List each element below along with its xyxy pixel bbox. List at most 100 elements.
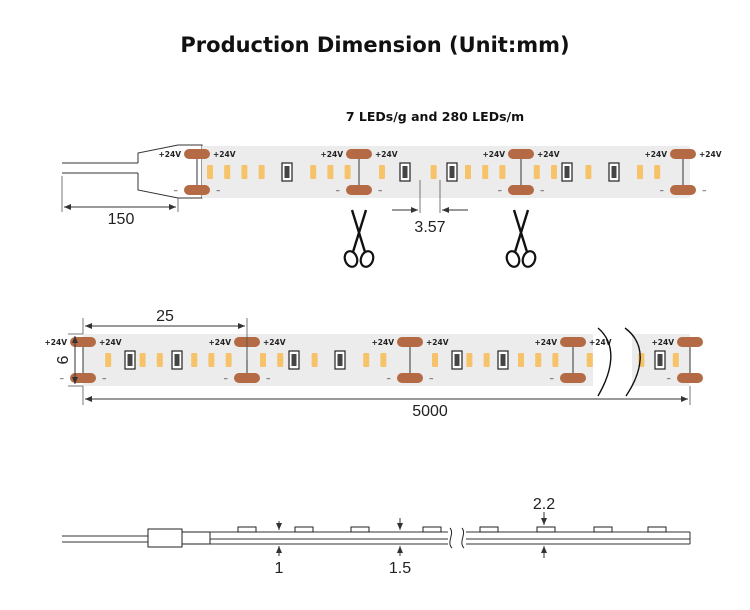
pad-positive-label: +24V [644,150,667,159]
copper-pad-negative [560,373,586,383]
copper-pad-positive [670,149,696,159]
led-profile [350,526,370,533]
copper-pad-positive [560,337,586,347]
pad-negative-label: – [429,374,434,384]
pad-negative-label: – [224,374,229,384]
pad-negative-label: – [266,374,271,384]
pcb-thickness-label: 1 [275,560,284,577]
total-length-label: 5000 [412,403,448,420]
led-chip [327,165,334,179]
side-connector-clip [181,531,211,545]
pad-positive-label: +24V [158,150,181,159]
copper-pad-negative [677,373,703,383]
led-profile [647,526,667,533]
pad-negative-label: – [550,374,555,384]
led-chip [533,165,540,179]
led-chip [207,165,213,179]
copper-pad-negative [346,185,372,195]
copper-pad-positive [677,337,703,347]
led-chip [258,165,265,179]
led-chip [224,165,231,179]
led-chip [654,165,661,179]
led-height-label: 2.2 [533,496,555,513]
led-chip [225,353,232,367]
led-chip [260,353,266,367]
copper-pad-positive [70,337,96,347]
pad-positive-label: +24V [534,338,557,347]
pad-positive-label: +24V [375,150,398,159]
led-chip [551,165,557,179]
pad-positive-label: +24V [213,150,236,159]
pad-positive-label: +24V [44,338,67,347]
pad-negative-label: – [702,186,707,196]
led-chip [310,165,317,179]
copper-pad-negative [397,373,423,383]
total-thickness-label: 1.5 [389,560,411,577]
pad-positive-label: +24V [537,150,560,159]
led-pitch-label: 3.57 [414,219,445,236]
pad-positive-label: +24V [699,150,722,159]
led-chip [518,353,524,367]
cut-length-label: 25 [156,308,174,325]
led-chip [241,165,248,179]
copper-pad-negative [234,373,260,383]
led-chip [466,353,473,367]
led-chip [672,353,679,367]
led-chip [482,165,489,179]
led-chip [105,353,112,367]
pad-negative-label: – [667,374,672,384]
led-chip [483,353,490,367]
pad-negative-label: – [498,186,503,196]
copper-pad-negative [508,185,534,195]
led-profile [422,526,442,533]
led-chip [465,165,471,179]
led-density-label: 7 LEDs/g and 280 LEDs/m [346,109,524,124]
led-chip [586,353,593,367]
side-profile-view: 2.2 1 1.5 [62,496,691,577]
led-chip [139,353,146,367]
copper-pad-negative [670,185,696,195]
scissors-icon [505,209,537,268]
pad-positive-label: +24V [320,150,343,159]
pad-positive-label: +24V [426,338,449,347]
copper-pad-positive [508,149,534,159]
break-wave-icon [597,327,641,397]
led-profile [536,526,556,533]
led-chip [363,353,370,367]
led-chip [430,165,437,179]
pad-negative-label: – [336,186,341,196]
led-chip [585,165,592,179]
pad-negative-label: – [378,186,383,196]
pad-positive-label: +24V [208,338,231,347]
pad-negative-label: – [60,374,65,384]
pad-positive-label: +24V [482,150,505,159]
led-chip [208,353,215,367]
scissors-icon [343,209,375,268]
copper-pad-negative [184,185,210,195]
pad-positive-label: +24V [99,338,122,347]
strip-width-label: 6 [55,355,72,364]
led-chip [277,353,284,367]
top-view-dimensions: +24V +24V – – +24V +24V – – +24V +24V – – +24V +24V – +… [44,308,703,420]
led-chip [379,165,385,179]
led-profile [294,526,314,533]
pad-positive-label: +24V [651,338,674,347]
led-chip [380,353,387,367]
pad-positive-label: +24V [589,338,612,347]
led-chip [552,353,559,367]
break-mark-icon [449,527,465,549]
led-chip [637,165,643,179]
led-chip [499,165,506,179]
copper-pad-positive [184,149,210,159]
led-chip [191,353,198,367]
page-title: Production Dimension (Unit:mm) [180,33,569,57]
pad-negative-label: – [216,186,221,196]
pad-negative-label: – [174,186,179,196]
led-chip [432,353,438,367]
led-profile [479,526,499,533]
top-view-with-connector: +24V +24V – – +24V +24V – – +24V +24V – – +24V +24V – –… [61,144,722,268]
led-profile [593,526,613,533]
pad-negative-label: – [660,186,665,196]
pad-positive-label: +24V [263,338,286,347]
